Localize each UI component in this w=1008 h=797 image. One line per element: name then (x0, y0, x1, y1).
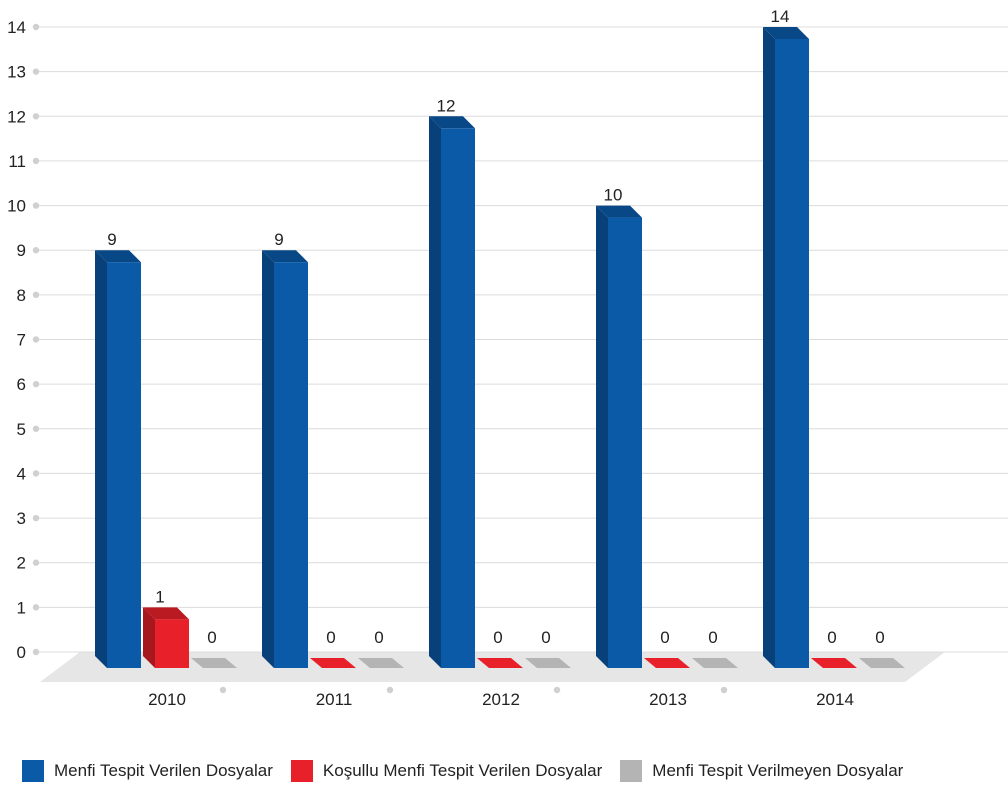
x-tick-dot-1 (219, 686, 227, 694)
bar-2013-s0-side (596, 205, 608, 669)
y-tick-label-5: 5 (17, 420, 26, 439)
bar-2013-s2 (692, 658, 738, 668)
bar-2014-s0-side (763, 27, 775, 668)
bar-2010-s2 (191, 658, 237, 668)
bar-2012-s0 (441, 128, 475, 669)
bar-2012-s2-label: 0 (541, 628, 550, 647)
y-tick-dot-12 (32, 113, 40, 120)
x-tick-label-2013: 2013 (649, 690, 687, 709)
legend-item-menfi: Menfi Tespit Verilen Dosyalar (22, 760, 273, 782)
y-tick-label-7: 7 (17, 331, 26, 350)
bar-2011-s0-top (262, 250, 308, 263)
legend-item-verilmeyen: Menfi Tespit Verilmeyen Dosyalar (620, 760, 903, 782)
legend-label-menfi: Menfi Tespit Verilen Dosyalar (54, 761, 273, 780)
y-tick-dot-1 (32, 604, 40, 611)
bar-2011-s0-side (262, 250, 274, 668)
bar-2011-s0-label: 9 (274, 230, 283, 249)
bar-2010-s0-top (95, 250, 141, 263)
bar-2010-s0-label: 9 (107, 230, 116, 249)
x-axis: 2010 2011 2012 2013 2014 (148, 686, 854, 709)
y-tick-dot-11 (32, 157, 40, 165)
bar-2011-s2-label: 0 (374, 628, 383, 647)
bar-2013-s2-label: 0 (708, 628, 717, 647)
y-tick-dot-8 (32, 291, 40, 299)
bar-2012-s0-label: 12 (437, 96, 456, 115)
y-tick-label-2: 2 (17, 554, 26, 573)
bar-2010-s2-label: 0 (207, 628, 216, 647)
bar-2011-s1-label: 0 (326, 628, 335, 647)
y-tick-dot-10 (32, 202, 40, 209)
y-tick-dot-2 (32, 559, 40, 566)
y-tick-label-4: 4 (17, 464, 26, 483)
x-tick-label-2011: 2011 (316, 690, 353, 709)
bar-2014-s0 (775, 39, 809, 668)
bar-2014-s0-top (763, 27, 809, 39)
bar-2012-s0-side (429, 116, 441, 669)
y-tick-label-13: 13 (7, 63, 26, 82)
bar-2010-s0-side (95, 250, 107, 668)
y-tick-label-12: 12 (7, 107, 26, 126)
legend-label-verilmeyen: Menfi Tespit Verilmeyen Dosyalar (652, 761, 904, 780)
x-tick-dot-3 (553, 686, 561, 694)
bar-2013-s1 (644, 658, 690, 668)
bar-2014-s1-label: 0 (827, 628, 836, 647)
y-tick-label-10: 10 (7, 197, 26, 216)
y-tick-dot-0 (32, 648, 40, 656)
legend-item-kosullu: Koşullu Menfi Tespit Verilen Dosyalar (290, 760, 603, 782)
x-tick-label-2012: 2012 (482, 690, 520, 709)
bar-2012-s2 (525, 658, 571, 668)
y-tick-label-8: 8 (17, 286, 26, 305)
bar-2011-s1 (310, 658, 356, 668)
y-tick-label-11: 11 (8, 152, 26, 171)
x-tick-label-2010: 2010 (148, 690, 186, 709)
bar-2013-s1-label: 0 (660, 628, 669, 647)
bar-2014-s2-label: 0 (875, 628, 884, 647)
y-tick-label-9: 9 (17, 241, 26, 260)
y-tick-label-6: 6 (17, 375, 26, 394)
y-tick-label-3: 3 (17, 509, 26, 528)
y-tick-dot-13 (32, 68, 40, 75)
gridlines (38, 26, 1008, 653)
bar-2010-s1-label: 1 (155, 587, 164, 606)
bar-2014-s1 (811, 658, 857, 668)
legend: Menfi Tespit Verilen Dosyalar Koşullu Me… (22, 760, 921, 782)
x-tick-label-2014: 2014 (816, 690, 854, 709)
y-tick-dot-6 (32, 380, 40, 388)
y-tick-dot-14 (32, 23, 40, 31)
y-tick-label-0: 0 (17, 643, 26, 662)
legend-swatch-verilmeyen (620, 760, 643, 782)
legend-label-kosullu: Koşullu Menfi Tespit Verilen Dosyalar (322, 761, 603, 780)
x-tick-dot-4 (720, 686, 728, 694)
y-tick-dot-3 (32, 514, 40, 522)
bar-2011-s0 (274, 262, 308, 668)
bar-2012-s1-label: 0 (493, 628, 502, 647)
y-tick-label-14: 14 (7, 18, 26, 37)
bar-2013-s0-top (596, 205, 642, 218)
bar-2012-s1 (477, 658, 523, 668)
y-tick-dot-7 (32, 336, 40, 343)
y-tick-dot-9 (32, 247, 40, 254)
y-tick-dot-4 (32, 470, 40, 477)
bar-2010-s0 (107, 262, 141, 668)
bar-2013-s0 (608, 217, 642, 669)
bar-2011-s2 (358, 658, 404, 668)
bar-2013-s0-label: 10 (604, 186, 623, 205)
bar-2010-s1 (155, 619, 189, 668)
bar-2010-s1-side (143, 607, 155, 668)
bar-2014-s0-label: 14 (771, 7, 790, 26)
y-tick-label-1: 1 (17, 598, 26, 617)
x-tick-dot-2 (386, 686, 394, 694)
bar-2012-s0-top (429, 116, 475, 129)
legend-swatch-menfi (22, 760, 44, 782)
y-tick-dot-5 (32, 425, 40, 432)
bar-2014-s2 (859, 658, 905, 668)
legend-swatch-kosullu (290, 760, 313, 782)
bar-2010-s1-top (143, 607, 189, 620)
